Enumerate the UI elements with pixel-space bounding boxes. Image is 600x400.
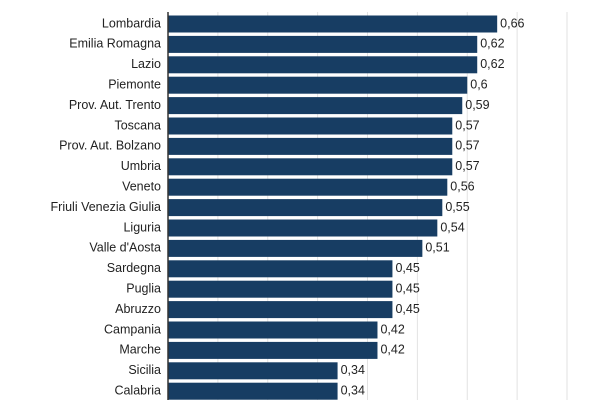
category-label: Lombardia <box>102 16 161 30</box>
category-label: Calabria <box>114 383 161 397</box>
value-label: 0,56 <box>450 179 474 193</box>
bar <box>168 97 463 115</box>
value-label: 0,55 <box>445 200 469 214</box>
category-label: Toscana <box>114 118 161 132</box>
value-label: 0,42 <box>380 343 404 357</box>
category-label: Liguria <box>123 220 161 234</box>
bar <box>168 117 453 135</box>
bar <box>168 158 453 176</box>
category-label: Marche <box>119 343 161 357</box>
bar <box>168 321 378 339</box>
bar <box>168 56 478 74</box>
category-label: Prov. Aut. Bolzano <box>59 139 161 153</box>
category-label: Emilia Romagna <box>69 37 161 51</box>
bar <box>168 301 393 319</box>
bar <box>168 219 438 237</box>
category-label: Sicilia <box>128 363 161 377</box>
value-label: 0,34 <box>341 383 365 397</box>
category-label: Piemonte <box>108 77 161 91</box>
bar <box>168 137 453 155</box>
category-label: Sardegna <box>107 261 161 275</box>
bar <box>168 382 338 400</box>
value-label: 0,57 <box>455 139 479 153</box>
bar <box>168 178 448 196</box>
bar <box>168 362 338 380</box>
category-label: Puglia <box>126 281 161 295</box>
category-label: Valle d'Aosta <box>89 241 161 255</box>
category-label: Prov. Aut. Trento <box>69 98 161 112</box>
bar <box>168 15 498 33</box>
value-label: 0,62 <box>480 57 504 71</box>
bar <box>168 76 468 94</box>
category-label: Veneto <box>122 179 161 193</box>
category-label: Abruzzo <box>115 302 161 316</box>
value-label: 0,51 <box>425 241 449 255</box>
bar <box>168 239 423 257</box>
value-label: 0,34 <box>341 363 365 377</box>
value-label: 0,45 <box>395 281 419 295</box>
value-label: 0,59 <box>465 98 489 112</box>
value-label: 0,57 <box>455 159 479 173</box>
bar <box>168 199 443 217</box>
value-label: 0,62 <box>480 37 504 51</box>
bar <box>168 280 393 298</box>
category-label: Umbria <box>121 159 161 173</box>
value-label: 0,57 <box>455 118 479 132</box>
category-label: Lazio <box>131 57 161 71</box>
value-label: 0,54 <box>440 220 464 234</box>
bar <box>168 260 393 278</box>
value-label: 0,66 <box>500 16 524 30</box>
value-label: 0,42 <box>380 322 404 336</box>
category-label: Friuli Venezia Giulia <box>51 200 162 214</box>
value-label: 0,6 <box>470 77 487 91</box>
value-label: 0,45 <box>395 302 419 316</box>
bar <box>168 341 378 359</box>
value-label: 0,45 <box>395 261 419 275</box>
category-label: Campania <box>104 322 161 336</box>
bar <box>168 35 478 53</box>
